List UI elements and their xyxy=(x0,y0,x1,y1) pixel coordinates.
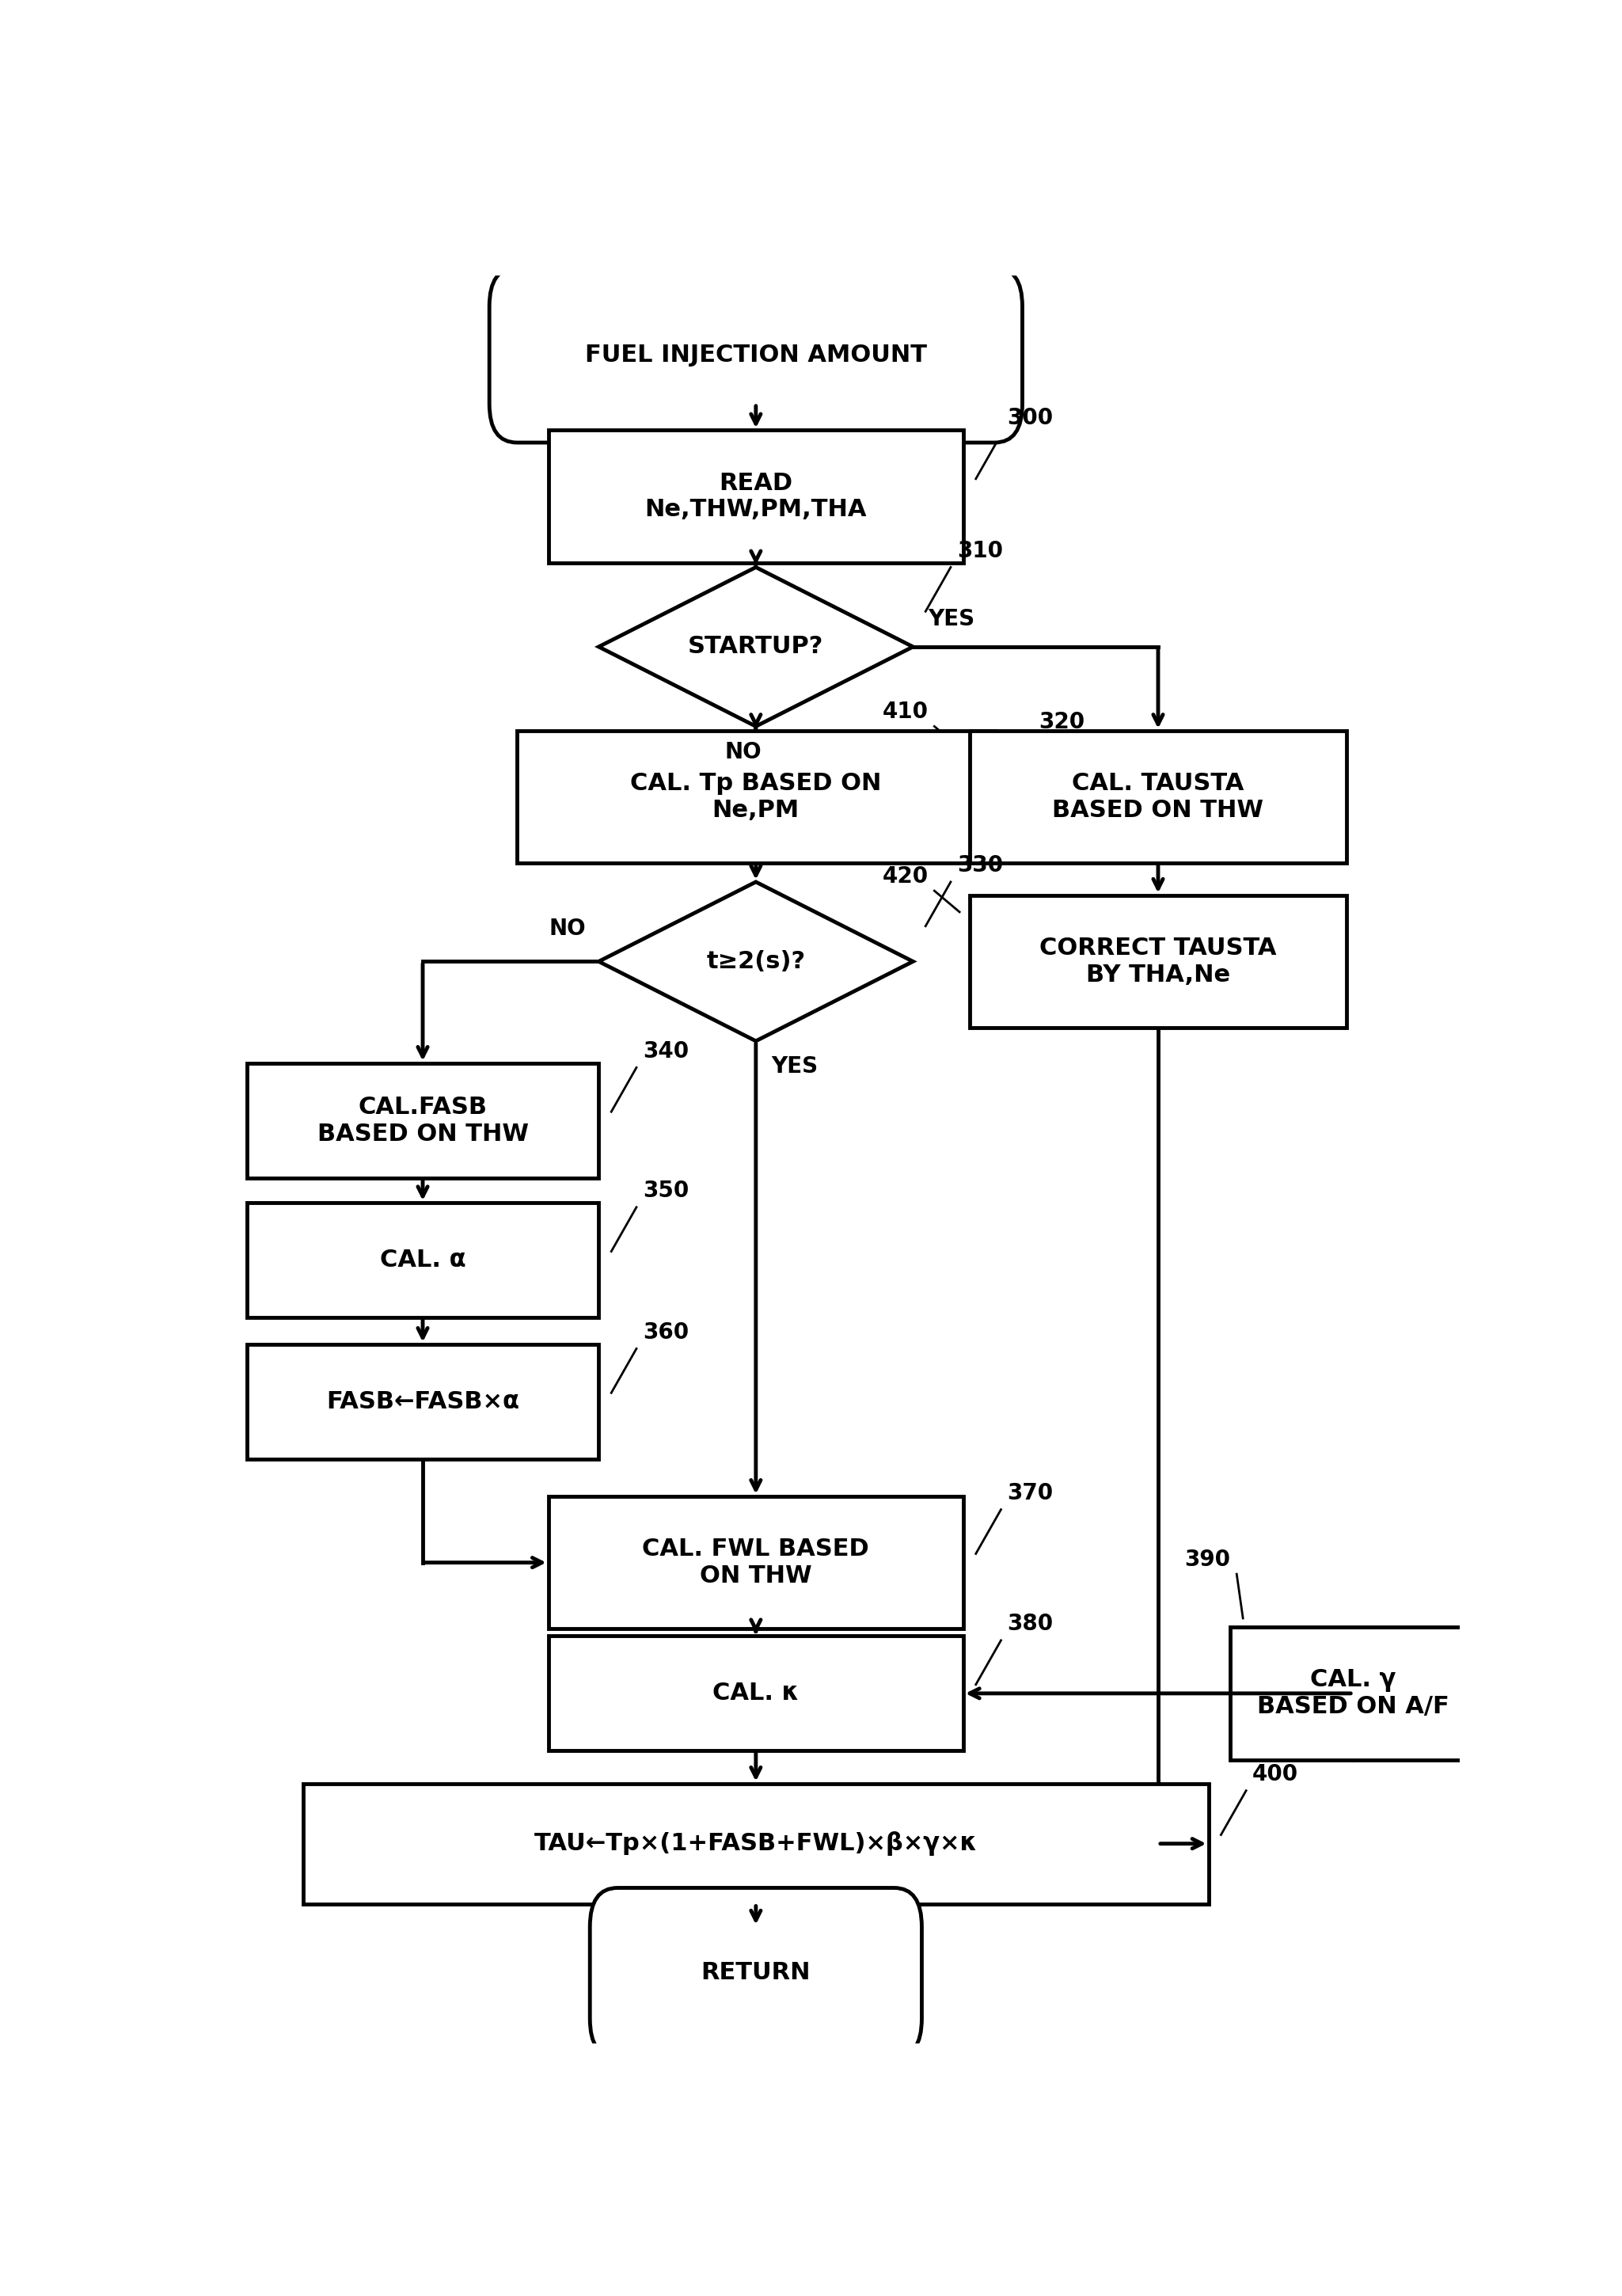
Text: NO: NO xyxy=(550,918,586,939)
Text: FASB←FASB×α: FASB←FASB×α xyxy=(326,1389,519,1412)
Text: CAL. γ
BASED ON A/F: CAL. γ BASED ON A/F xyxy=(1257,1669,1448,1717)
Bar xyxy=(517,730,994,863)
Text: 340: 340 xyxy=(642,1040,689,1063)
Text: TAU←Tp×(1+FASB+FWL)×β×γ×κ: TAU←Tp×(1+FASB+FWL)×β×γ×κ xyxy=(534,1832,978,1855)
Text: CAL. TAUSTA
BASED ON THW: CAL. TAUSTA BASED ON THW xyxy=(1053,771,1264,822)
Text: 330: 330 xyxy=(957,854,1002,877)
Text: CAL. κ: CAL. κ xyxy=(712,1683,800,1706)
Text: YES: YES xyxy=(928,608,975,631)
Bar xyxy=(247,1343,599,1460)
Text: CAL. α: CAL. α xyxy=(380,1249,466,1272)
Text: 310: 310 xyxy=(957,540,1002,563)
Bar xyxy=(247,1063,599,1178)
Text: STARTUP?: STARTUP? xyxy=(688,636,824,659)
Bar xyxy=(247,1203,599,1318)
Bar xyxy=(548,1637,963,1752)
Text: CAL. FWL BASED
ON THW: CAL. FWL BASED ON THW xyxy=(642,1538,869,1587)
Bar xyxy=(548,1497,963,1628)
Text: 350: 350 xyxy=(642,1180,689,1201)
Text: 390: 390 xyxy=(1184,1548,1231,1570)
Text: t≥2(s)?: t≥2(s)? xyxy=(706,951,806,974)
Polygon shape xyxy=(599,882,913,1040)
Text: 400: 400 xyxy=(1252,1763,1298,1786)
Text: 300: 300 xyxy=(1007,406,1053,429)
Text: READ
Ne,THW,PM,THA: READ Ne,THW,PM,THA xyxy=(646,471,866,521)
Text: NO: NO xyxy=(725,742,762,762)
Text: 410: 410 xyxy=(882,700,928,723)
Text: 370: 370 xyxy=(1007,1481,1053,1504)
Text: RETURN: RETURN xyxy=(701,1961,811,1984)
Bar xyxy=(548,429,963,563)
Text: 420: 420 xyxy=(882,866,928,886)
Polygon shape xyxy=(599,567,913,726)
Text: CAL. Tp BASED ON
Ne,PM: CAL. Tp BASED ON Ne,PM xyxy=(631,771,881,822)
Text: 320: 320 xyxy=(1038,712,1085,732)
Bar xyxy=(970,730,1346,863)
Text: 360: 360 xyxy=(642,1320,689,1343)
FancyBboxPatch shape xyxy=(590,1887,921,2057)
Bar xyxy=(970,895,1346,1029)
FancyBboxPatch shape xyxy=(490,269,1022,443)
Text: CAL.FASB
BASED ON THW: CAL.FASB BASED ON THW xyxy=(316,1095,529,1146)
Text: 380: 380 xyxy=(1007,1612,1053,1635)
Text: FUEL INJECTION AMOUNT: FUEL INJECTION AMOUNT xyxy=(586,344,926,367)
Bar xyxy=(303,1784,1208,1903)
Bar xyxy=(1231,1628,1476,1759)
Text: YES: YES xyxy=(770,1056,817,1077)
Text: CORRECT TAUSTA
BY THA,Ne: CORRECT TAUSTA BY THA,Ne xyxy=(1040,937,1277,987)
